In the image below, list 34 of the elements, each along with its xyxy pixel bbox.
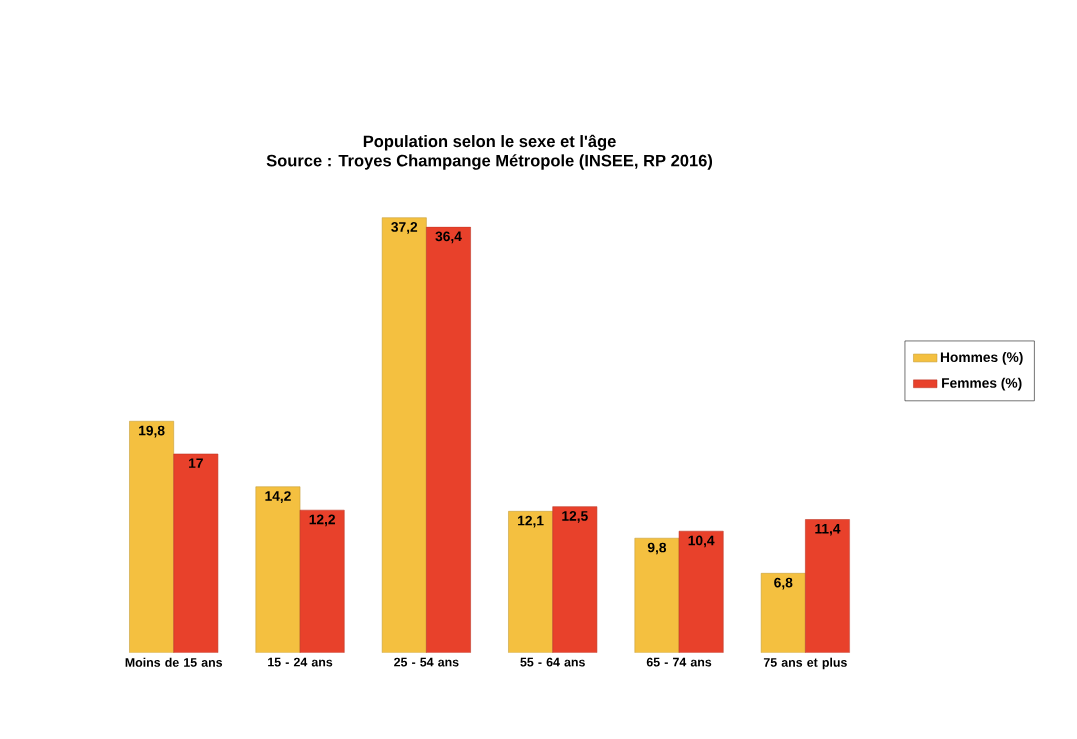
bar — [508, 511, 553, 653]
bar — [552, 506, 598, 653]
chart-subtitle: Source : Troyes Champange Métropole (INSEE, RP 2016) — [266, 154, 713, 170]
data-label: 12,1 — [518, 515, 544, 528]
x-tick-label: 55 - 64 ans — [520, 657, 585, 667]
chart-title: Population selon le sexe et l'âge — [363, 134, 616, 151]
bar — [255, 486, 301, 653]
legend-label: Hommes (%) — [940, 351, 1023, 365]
bar — [173, 453, 219, 653]
x-tick-label: 75 ans et plus — [763, 657, 847, 670]
x-tick-label: 25 - 54 ans — [394, 657, 459, 667]
bar — [760, 573, 806, 653]
data-label: 19,8 — [139, 425, 165, 438]
x-tick-label: 65 - 74 ans — [646, 657, 712, 667]
data-label: 11,4 — [815, 523, 841, 536]
bar — [805, 519, 850, 653]
bar — [678, 530, 724, 653]
x-tick-label: Moins de 15 ans — [125, 657, 223, 667]
data-label: 17 — [189, 458, 203, 468]
legend-label: Femmes (%) — [942, 377, 1022, 391]
data-label: 14,2 — [265, 491, 291, 503]
bar — [129, 420, 174, 653]
data-label: 6,8 — [774, 577, 793, 590]
data-label: 9,8 — [647, 542, 667, 555]
data-label: 37,2 — [391, 222, 418, 234]
bar — [381, 217, 427, 653]
x-tick-label: 15 - 24 ans — [268, 657, 333, 667]
bar — [426, 226, 471, 653]
data-label: 36,4 — [435, 231, 462, 244]
data-label: 12,5 — [562, 511, 588, 523]
bar — [634, 537, 680, 653]
data-label: 10,4 — [688, 535, 715, 548]
data-label: 12,2 — [309, 514, 335, 527]
bar — [299, 509, 345, 653]
